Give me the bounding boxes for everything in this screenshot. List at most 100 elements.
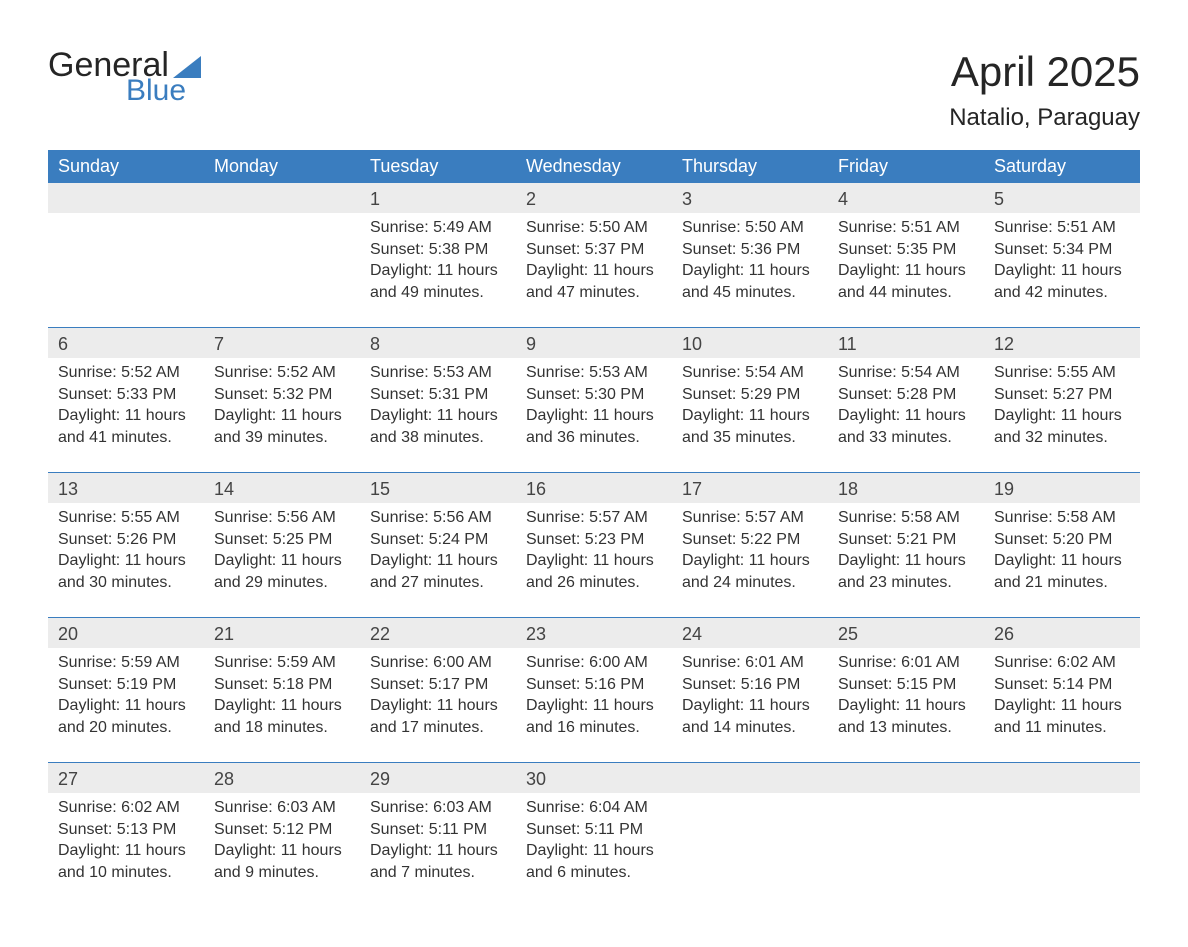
sunset-line: Sunset: 5:24 PM	[370, 529, 506, 551]
daylight-line: Daylight: 11 hours and 36 minutes.	[526, 405, 662, 448]
sunrise-value: 6:01 AM	[745, 654, 804, 671]
daylight-line: Daylight: 11 hours and 21 minutes.	[994, 550, 1130, 593]
day-cell: Sunrise: 6:01 AMSunset: 5:15 PMDaylight:…	[828, 648, 984, 763]
sunset-label: Sunset:	[214, 531, 268, 548]
daylight-line: Daylight: 11 hours and 7 minutes.	[370, 840, 506, 883]
sunrise-label: Sunrise:	[214, 654, 273, 671]
date-number: 17	[672, 473, 828, 503]
sunset-label: Sunset:	[370, 531, 424, 548]
daylight-label: Daylight:	[838, 407, 900, 424]
day-cell: Sunrise: 6:01 AMSunset: 5:16 PMDaylight:…	[672, 648, 828, 763]
date-number: 5	[984, 183, 1140, 213]
sunset-line: Sunset: 5:34 PM	[994, 239, 1130, 261]
date-number: 1	[360, 183, 516, 213]
location: Natalio, Paraguay	[949, 104, 1140, 132]
date-number: 13	[48, 473, 204, 503]
daylight-label: Daylight:	[370, 552, 432, 569]
date-number: 24	[672, 618, 828, 648]
sunrise-line: Sunrise: 5:51 AM	[838, 217, 974, 239]
sunrise-line: Sunrise: 5:59 AM	[214, 652, 350, 674]
date-number: 4	[828, 183, 984, 213]
day-cell: Sunrise: 5:54 AMSunset: 5:28 PMDaylight:…	[828, 358, 984, 473]
daylight-label: Daylight:	[994, 407, 1056, 424]
day-cell: Sunrise: 5:57 AMSunset: 5:23 PMDaylight:…	[516, 503, 672, 618]
sunset-label: Sunset:	[58, 386, 112, 403]
day-cell: Sunrise: 5:59 AMSunset: 5:19 PMDaylight:…	[48, 648, 204, 763]
sunset-line: Sunset: 5:11 PM	[526, 819, 662, 841]
sunrise-line: Sunrise: 5:53 AM	[526, 362, 662, 384]
sunset-value: 5:28 PM	[897, 386, 957, 403]
sunset-label: Sunset:	[370, 676, 424, 693]
daylight-label: Daylight:	[994, 262, 1056, 279]
sunrise-value: 5:58 AM	[901, 509, 960, 526]
sunrise-value: 6:03 AM	[277, 799, 336, 816]
data-row: Sunrise: 5:49 AMSunset: 5:38 PMDaylight:…	[48, 213, 1140, 328]
daylight-label: Daylight:	[838, 262, 900, 279]
day-header: Sunday	[48, 150, 204, 183]
day-cell: Sunrise: 5:52 AMSunset: 5:32 PMDaylight:…	[204, 358, 360, 473]
daylight-line: Daylight: 11 hours and 18 minutes.	[214, 695, 350, 738]
sunrise-label: Sunrise:	[526, 219, 585, 236]
sunset-line: Sunset: 5:20 PM	[994, 529, 1130, 551]
sunset-line: Sunset: 5:30 PM	[526, 384, 662, 406]
sunset-line: Sunset: 5:17 PM	[370, 674, 506, 696]
daylight-label: Daylight:	[58, 697, 120, 714]
day-cell: Sunrise: 5:58 AMSunset: 5:21 PMDaylight:…	[828, 503, 984, 618]
sunset-label: Sunset:	[370, 821, 424, 838]
sunset-value: 5:36 PM	[741, 241, 801, 258]
sunset-value: 5:24 PM	[429, 531, 489, 548]
day-cell: Sunrise: 6:04 AMSunset: 5:11 PMDaylight:…	[516, 793, 672, 907]
day-cell: Sunrise: 5:58 AMSunset: 5:20 PMDaylight:…	[984, 503, 1140, 618]
sunset-value: 5:35 PM	[897, 241, 957, 258]
sunset-label: Sunset:	[994, 241, 1048, 258]
sunrise-line: Sunrise: 6:00 AM	[526, 652, 662, 674]
sunset-value: 5:30 PM	[585, 386, 645, 403]
sunrise-label: Sunrise:	[526, 799, 585, 816]
date-row: 27282930	[48, 763, 1140, 793]
sunset-value: 5:16 PM	[585, 676, 645, 693]
calendar-head: SundayMondayTuesdayWednesdayThursdayFrid…	[48, 150, 1140, 183]
sunrise-line: Sunrise: 5:56 AM	[370, 507, 506, 529]
date-number: 8	[360, 328, 516, 358]
sunset-label: Sunset:	[58, 676, 112, 693]
sunset-value: 5:15 PM	[897, 676, 957, 693]
sunrise-label: Sunrise:	[526, 654, 585, 671]
day-cell: Sunrise: 6:02 AMSunset: 5:13 PMDaylight:…	[48, 793, 204, 907]
date-number: 18	[828, 473, 984, 503]
sunrise-label: Sunrise:	[682, 364, 741, 381]
sunrise-line: Sunrise: 5:54 AM	[682, 362, 818, 384]
daylight-label: Daylight:	[58, 407, 120, 424]
daylight-label: Daylight:	[682, 552, 744, 569]
sunset-label: Sunset:	[526, 531, 580, 548]
daylight-label: Daylight:	[682, 697, 744, 714]
daylight-label: Daylight:	[526, 407, 588, 424]
sunset-value: 5:33 PM	[117, 386, 177, 403]
daylight-line: Daylight: 11 hours and 47 minutes.	[526, 260, 662, 303]
calendar-table: SundayMondayTuesdayWednesdayThursdayFrid…	[48, 150, 1140, 907]
sunrise-label: Sunrise:	[370, 364, 429, 381]
sunset-line: Sunset: 5:18 PM	[214, 674, 350, 696]
sunset-line: Sunset: 5:13 PM	[58, 819, 194, 841]
sunset-line: Sunset: 5:15 PM	[838, 674, 974, 696]
sunset-line: Sunset: 5:25 PM	[214, 529, 350, 551]
sunset-label: Sunset:	[838, 531, 892, 548]
month-title: April 2025	[949, 48, 1140, 96]
sunset-value: 5:27 PM	[1053, 386, 1113, 403]
empty-cell	[828, 793, 984, 907]
sunset-value: 5:23 PM	[585, 531, 645, 548]
day-cell: Sunrise: 5:50 AMSunset: 5:36 PMDaylight:…	[672, 213, 828, 328]
day-header: Thursday	[672, 150, 828, 183]
daylight-label: Daylight:	[214, 552, 276, 569]
sunrise-line: Sunrise: 5:55 AM	[994, 362, 1130, 384]
daylight-line: Daylight: 11 hours and 14 minutes.	[682, 695, 818, 738]
sunrise-line: Sunrise: 5:54 AM	[838, 362, 974, 384]
daylight-label: Daylight:	[994, 552, 1056, 569]
daylight-line: Daylight: 11 hours and 49 minutes.	[370, 260, 506, 303]
data-row: Sunrise: 5:52 AMSunset: 5:33 PMDaylight:…	[48, 358, 1140, 473]
empty-date	[204, 183, 360, 213]
sunset-label: Sunset:	[214, 821, 268, 838]
empty-date	[672, 763, 828, 793]
day-cell: Sunrise: 5:52 AMSunset: 5:33 PMDaylight:…	[48, 358, 204, 473]
daylight-line: Daylight: 11 hours and 42 minutes.	[994, 260, 1130, 303]
sunrise-value: 6:02 AM	[1057, 654, 1116, 671]
